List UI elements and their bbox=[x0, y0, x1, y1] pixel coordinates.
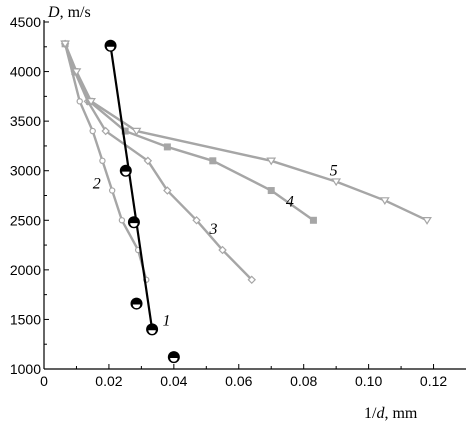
series-4: 4 bbox=[61, 40, 317, 224]
data-point bbox=[118, 217, 126, 224]
y-tick-label: 4000 bbox=[10, 64, 41, 80]
data-point bbox=[192, 216, 201, 225]
data-point bbox=[86, 98, 96, 106]
data-point bbox=[422, 217, 432, 225]
series-label: 3 bbox=[209, 221, 218, 238]
marker-highlight bbox=[148, 330, 156, 334]
data-point bbox=[101, 126, 110, 136]
data-point bbox=[209, 157, 217, 165]
data-point bbox=[309, 216, 317, 224]
y-tick-label: 3500 bbox=[10, 113, 41, 129]
data-point bbox=[163, 186, 172, 195]
x-tick-label: 0.06 bbox=[225, 373, 252, 389]
y-tick-label: 1000 bbox=[10, 361, 41, 377]
data-point bbox=[99, 157, 106, 164]
data-point bbox=[331, 178, 342, 187]
y-tick-label: 2500 bbox=[10, 212, 41, 228]
data-point bbox=[71, 68, 82, 77]
data-point bbox=[379, 197, 390, 206]
y-tick-label: 2000 bbox=[10, 262, 41, 278]
x-tick-label: 0.08 bbox=[290, 373, 317, 389]
x-tick-label: 0.02 bbox=[95, 373, 122, 389]
y-tick-label: 3000 bbox=[10, 163, 41, 179]
series-5: 5 bbox=[60, 40, 432, 225]
series-line bbox=[63, 43, 148, 281]
ticks: 0 0.02 0.04 0.06 0.08 0.10 0.12 1000 1500 2000 250… bbox=[10, 14, 448, 389]
data-point bbox=[89, 127, 96, 135]
axes bbox=[43, 20, 466, 370]
series-line bbox=[63, 43, 428, 222]
marker-highlight bbox=[122, 171, 130, 176]
y-tick-label: 1500 bbox=[10, 311, 41, 327]
data-point bbox=[167, 351, 180, 364]
series-line bbox=[63, 43, 315, 222]
data-point bbox=[131, 127, 142, 136]
data-point bbox=[146, 323, 159, 336]
data-point bbox=[267, 187, 275, 195]
x-axis-title: 1/d, mm bbox=[364, 405, 418, 422]
marker-highlight bbox=[132, 304, 141, 309]
marker-highlight bbox=[130, 223, 138, 227]
data-point bbox=[218, 245, 227, 255]
series-label: 4 bbox=[286, 193, 294, 210]
data-point bbox=[163, 143, 171, 151]
series-label: 2 bbox=[93, 176, 101, 193]
data-point bbox=[119, 164, 132, 177]
data-point bbox=[127, 216, 140, 229]
data-point bbox=[76, 98, 83, 105]
marker-highlight bbox=[170, 358, 178, 362]
x-tick-label: 0.04 bbox=[160, 373, 187, 389]
x-tick-label: 0 bbox=[40, 373, 48, 389]
data-point bbox=[266, 157, 277, 166]
series-3: 3 bbox=[60, 39, 257, 285]
series-line bbox=[63, 43, 253, 281]
series-2: 2 bbox=[61, 40, 150, 283]
data-point bbox=[143, 156, 153, 166]
y-axis-title: D, m/s bbox=[47, 4, 91, 21]
series-1: 1 bbox=[104, 39, 180, 364]
x-tick-label: 0.10 bbox=[355, 373, 382, 389]
x-tick-label: 0.12 bbox=[420, 373, 447, 389]
series-label: 1 bbox=[162, 312, 170, 329]
data-point bbox=[104, 39, 117, 52]
data-point bbox=[108, 187, 116, 194]
series-label: 5 bbox=[330, 163, 338, 180]
data-point bbox=[247, 275, 257, 285]
y-tick-label: 4500 bbox=[10, 14, 41, 30]
data-point bbox=[130, 297, 143, 310]
marker-highlight bbox=[106, 46, 115, 51]
series: 2 3 4 5 1 bbox=[60, 39, 432, 364]
series-line bbox=[109, 45, 154, 330]
data-point bbox=[60, 40, 70, 49]
